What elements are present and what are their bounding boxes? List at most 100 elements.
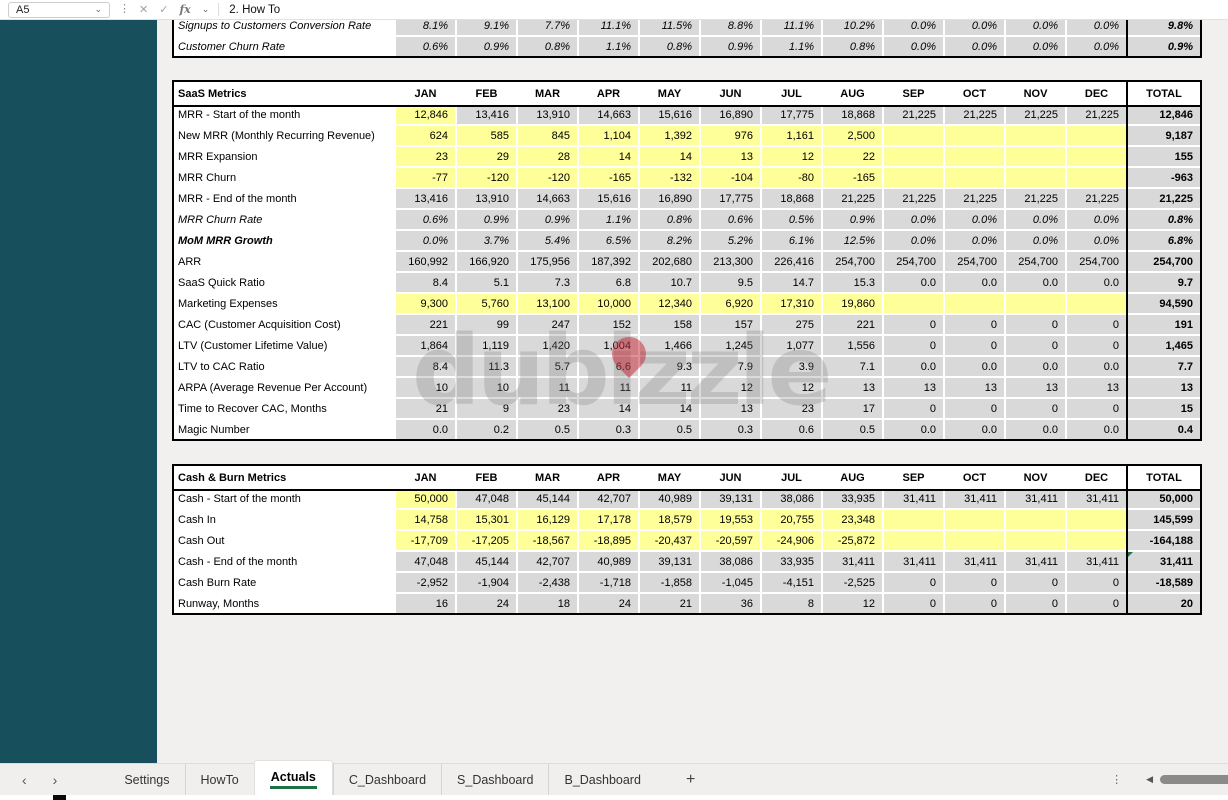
data-cell[interactable]: 13,910 [457,189,516,208]
data-cell[interactable]: 5.1 [457,273,516,292]
data-cell[interactable]: 1.1% [762,37,821,56]
data-cell[interactable]: 12 [762,378,821,397]
data-cell[interactable]: 21,225 [945,189,1004,208]
data-cell[interactable]: -4,151 [762,573,821,592]
data-cell[interactable]: 0.5 [640,420,699,439]
data-cell[interactable]: 221 [823,315,882,334]
data-cell[interactable]: 21 [396,399,455,418]
row-label[interactable]: MRR - End of the month [174,189,394,208]
data-cell[interactable]: 0 [884,399,943,418]
data-cell[interactable]: 10.7 [640,273,699,292]
data-cell[interactable]: 1,466 [640,336,699,355]
data-cell[interactable]: 21,225 [1067,189,1126,208]
data-cell[interactable] [945,510,1004,529]
data-cell[interactable]: 3.7% [457,231,516,250]
data-cell[interactable] [1006,531,1065,550]
total-cell[interactable]: 6.8% [1128,231,1200,250]
data-cell[interactable]: 31,411 [884,489,943,508]
data-cell[interactable]: 0 [945,336,1004,355]
data-cell[interactable]: 16 [396,594,455,613]
data-cell[interactable] [1067,147,1126,166]
data-cell[interactable]: 45,144 [518,489,577,508]
data-cell[interactable] [1067,531,1126,550]
data-cell[interactable]: 17,775 [762,105,821,124]
data-cell[interactable]: 8.2% [640,231,699,250]
data-cell[interactable]: 1,420 [518,336,577,355]
total-cell[interactable]: 0.9% [1128,37,1200,56]
data-cell[interactable]: 5.2% [701,231,760,250]
data-cell[interactable]: 0 [884,315,943,334]
kebab-menu-icon[interactable]: ⋮ [119,3,130,15]
scroll-left-icon[interactable]: ◀ [1146,774,1153,784]
data-cell[interactable]: 50,000 [396,489,455,508]
data-cell[interactable]: 0.5 [518,420,577,439]
data-cell[interactable]: 6.8 [579,273,638,292]
data-cell[interactable]: 9.5 [701,273,760,292]
data-cell[interactable]: 0 [884,594,943,613]
data-cell[interactable] [1006,126,1065,145]
data-cell[interactable]: 0.9% [518,210,577,229]
data-cell[interactable]: 29 [457,147,516,166]
total-cell[interactable]: 254,700 [1128,252,1200,271]
row-label[interactable]: Cash - End of the month [174,552,394,571]
data-cell[interactable]: 1,864 [396,336,455,355]
data-cell[interactable]: 0.3 [579,420,638,439]
data-cell[interactable]: 0.5% [762,210,821,229]
data-cell[interactable]: 33,935 [762,552,821,571]
data-cell[interactable]: 0.0 [396,420,455,439]
data-cell[interactable]: 14 [579,399,638,418]
row-label[interactable]: MRR Churn Rate [174,210,394,229]
data-cell[interactable]: 14 [640,399,699,418]
data-cell[interactable]: 12,340 [640,294,699,313]
data-cell[interactable] [884,126,943,145]
data-cell[interactable]: 19,553 [701,510,760,529]
data-cell[interactable]: 0.3 [701,420,760,439]
data-cell[interactable]: 31,411 [1006,552,1065,571]
data-cell[interactable]: 1,556 [823,336,882,355]
sheet-tab-s_dashboard[interactable]: S_Dashboard [441,764,548,795]
total-cell[interactable]: 15 [1128,399,1200,418]
row-label[interactable]: Magic Number [174,420,394,439]
data-cell[interactable]: 11 [640,378,699,397]
data-cell[interactable]: 0.6% [396,37,455,56]
data-cell[interactable] [945,294,1004,313]
row-label[interactable]: Runway, Months [174,594,394,613]
total-cell[interactable]: 191 [1128,315,1200,334]
data-cell[interactable]: 16,890 [701,105,760,124]
data-cell[interactable] [945,126,1004,145]
data-cell[interactable]: 22 [823,147,882,166]
total-cell[interactable]: 21,225 [1128,189,1200,208]
data-cell[interactable]: 0.0% [396,231,455,250]
data-cell[interactable]: 0 [1067,336,1126,355]
data-cell[interactable]: 23 [518,399,577,418]
data-cell[interactable] [884,147,943,166]
total-cell[interactable]: 9.8% [1128,16,1200,35]
data-cell[interactable]: 31,411 [945,552,1004,571]
data-cell[interactable]: 14 [579,147,638,166]
data-cell[interactable]: 38,086 [762,489,821,508]
data-cell[interactable]: 247 [518,315,577,334]
data-cell[interactable]: 45,144 [457,552,516,571]
data-cell[interactable]: 254,700 [1006,252,1065,271]
row-label[interactable]: Customer Churn Rate [174,37,394,56]
data-cell[interactable] [945,147,1004,166]
next-sheet-icon[interactable]: › [52,771,58,788]
row-label[interactable]: Time to Recover CAC, Months [174,399,394,418]
total-cell[interactable]: 7.7 [1128,357,1200,376]
data-cell[interactable]: 0.0% [884,231,943,250]
data-cell[interactable]: 23,348 [823,510,882,529]
data-cell[interactable]: 0.9% [457,210,516,229]
data-cell[interactable] [1067,294,1126,313]
row-label[interactable]: MRR Churn [174,168,394,187]
data-cell[interactable]: -17,709 [396,531,455,550]
data-cell[interactable]: 13,416 [457,105,516,124]
total-cell[interactable]: 94,590 [1128,294,1200,313]
data-cell[interactable]: 0.9% [457,37,516,56]
data-cell[interactable]: 31,411 [1067,489,1126,508]
data-cell[interactable]: 17,310 [762,294,821,313]
data-cell[interactable]: 0.6% [701,210,760,229]
data-cell[interactable]: -1,718 [579,573,638,592]
data-cell[interactable]: 5.4% [518,231,577,250]
data-cell[interactable]: -17,205 [457,531,516,550]
total-cell[interactable]: -963 [1128,168,1200,187]
